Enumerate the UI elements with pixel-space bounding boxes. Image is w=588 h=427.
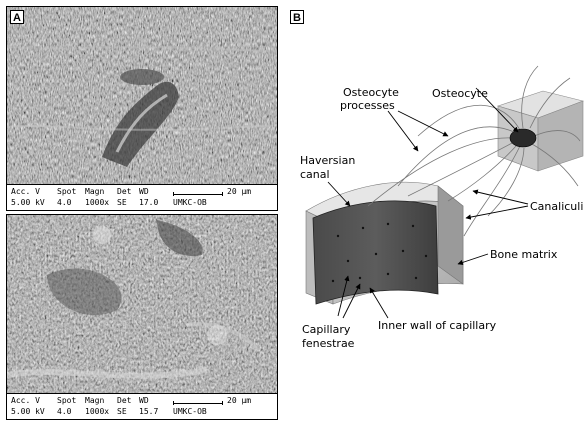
canaliculi-lines	[367, 65, 581, 237]
hdr-wd: WD	[139, 396, 149, 405]
scale-bar	[173, 192, 223, 196]
hdr-magn: Magn	[85, 396, 105, 405]
hdr-spot: Spot	[57, 396, 77, 405]
label-capillary-fenestrae-1: Capillary	[302, 323, 351, 336]
label-osteocyte: Osteocyte	[432, 87, 488, 100]
scale-bar	[173, 401, 223, 405]
sem-micrograph-bottom: Acc. V Spot Magn Det WD 20 µm 5.00 kV 4.…	[6, 214, 278, 420]
sem-micrograph-top: A Acc. V Spot Magn Det WD 20 µm 5.00 kV …	[6, 6, 278, 211]
val-det: SE	[117, 407, 127, 416]
panel-b: Osteocyte processes Osteocyte Haversian …	[288, 6, 584, 420]
hdr-wd: WD	[139, 187, 149, 196]
val-acc-v: 5.00 kV	[11, 407, 45, 416]
hdr-acc-v: Acc. V	[11, 187, 40, 196]
leader-processes-2	[397, 110, 449, 137]
label-haversian-canal-1: Haversian	[300, 154, 355, 167]
fenestrae-dots	[331, 222, 428, 283]
sem-image-top	[7, 7, 277, 185]
hdr-det: Det	[117, 396, 132, 405]
leader-fenestrae-2	[342, 283, 361, 319]
leader-bone-matrix	[457, 253, 489, 266]
panel-letter-b: B	[290, 10, 304, 24]
sem-databar-top: Acc. V Spot Magn Det WD 20 µm 5.00 kV 4.…	[7, 184, 277, 210]
leader-canaliculi-2	[465, 205, 529, 220]
leader-processes-1	[387, 110, 419, 152]
leader-haversian	[327, 181, 351, 207]
sem-databar-bottom: Acc. V Spot Magn Det WD 20 µm 5.00 kV 4.…	[7, 393, 277, 419]
hdr-spot: Spot	[57, 187, 77, 196]
val-acc-v: 5.00 kV	[11, 198, 45, 207]
val-magn: 1000x	[85, 407, 110, 416]
label-capillary-fenestrae-2: fenestrae	[302, 337, 355, 350]
leader-canaliculi-1	[472, 189, 529, 205]
val-magn: 1000x	[85, 198, 110, 207]
val-det: SE	[117, 198, 127, 207]
hdr-det: Det	[117, 187, 132, 196]
hdr-acc-v: Acc. V	[11, 396, 40, 405]
val-spot: 4.0	[57, 407, 72, 416]
val-wd: 15.7	[139, 407, 159, 416]
val-lab: UMKC-OB	[173, 198, 207, 207]
label-osteocyte-processes-1: Osteocyte	[343, 86, 399, 99]
leader-osteocyte	[475, 87, 519, 133]
val-spot: 4.0	[57, 198, 72, 207]
bone-diagram: Osteocyte processes Osteocyte Haversian …	[300, 65, 584, 350]
panel-a: A Acc. V Spot Magn Det WD 20 µm 5.00 kV …	[6, 6, 278, 420]
hdr-magn: Magn	[85, 187, 105, 196]
val-wd: 17.0	[139, 198, 159, 207]
label-osteocyte-processes-2: processes	[340, 99, 395, 112]
label-bone-matrix: Bone matrix	[490, 248, 558, 261]
capillary-inner-wall	[312, 200, 439, 305]
osteocyte-cell	[509, 128, 537, 148]
label-haversian-canal-2: canal	[300, 168, 330, 181]
label-canaliculi: Canaliculi	[530, 200, 583, 213]
val-lab: UMKC-OB	[173, 407, 207, 416]
panel-letter-a: A	[10, 10, 24, 24]
scale-label: 20 µm	[227, 187, 252, 196]
leader-inner-wall	[369, 287, 389, 319]
label-inner-wall: Inner wall of capillary	[378, 319, 497, 332]
scale-label: 20 µm	[227, 396, 252, 405]
leader-fenestrae-1	[337, 275, 350, 317]
sem-image-bottom	[7, 215, 277, 395]
